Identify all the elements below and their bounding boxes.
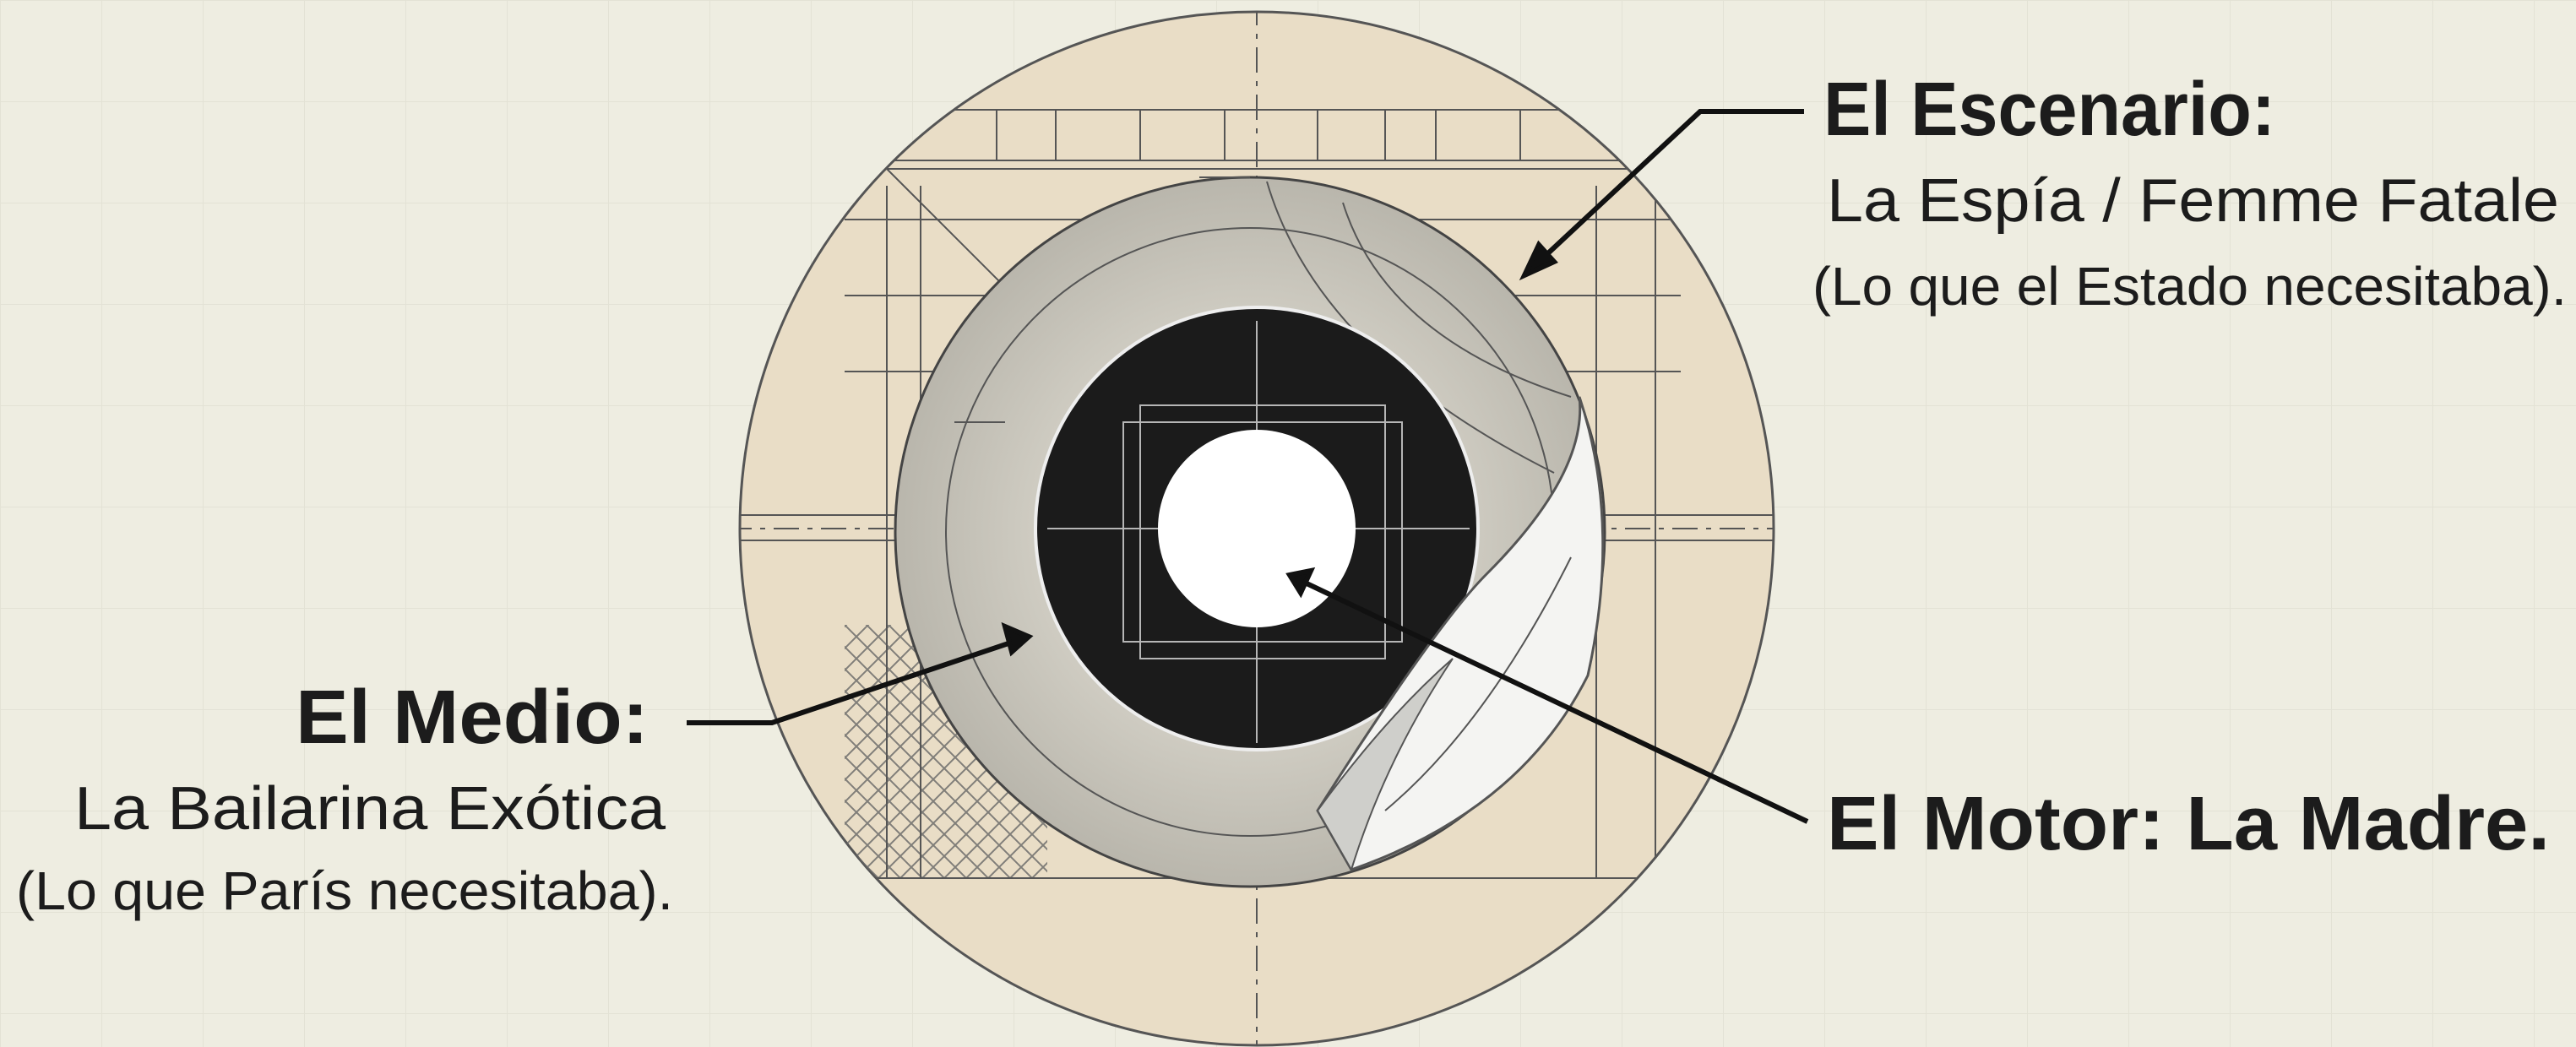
label-escenario: El Escenario: La Espía / Femme Fatale (L… bbox=[1812, 68, 2567, 317]
label-line: (Lo que París necesitaba). bbox=[16, 860, 673, 921]
page-curl bbox=[1316, 396, 1605, 872]
label-line: (Lo que el Estado necesitaba). bbox=[1812, 256, 2567, 317]
label-title: El Medio: bbox=[296, 675, 649, 760]
label-line: La Bailarina Exótica bbox=[74, 775, 666, 843]
label-motor: El Motor: La Madre. bbox=[1827, 782, 2550, 866]
label-title: El Motor: La Madre. bbox=[1827, 782, 2550, 866]
label-medio: El Medio: La Bailarina Exótica (Lo que P… bbox=[16, 675, 673, 921]
label-line: La Espía / Femme Fatale bbox=[1827, 167, 2559, 235]
arrows bbox=[687, 109, 1809, 824]
label-title: El Escenario: bbox=[1823, 68, 2275, 152]
